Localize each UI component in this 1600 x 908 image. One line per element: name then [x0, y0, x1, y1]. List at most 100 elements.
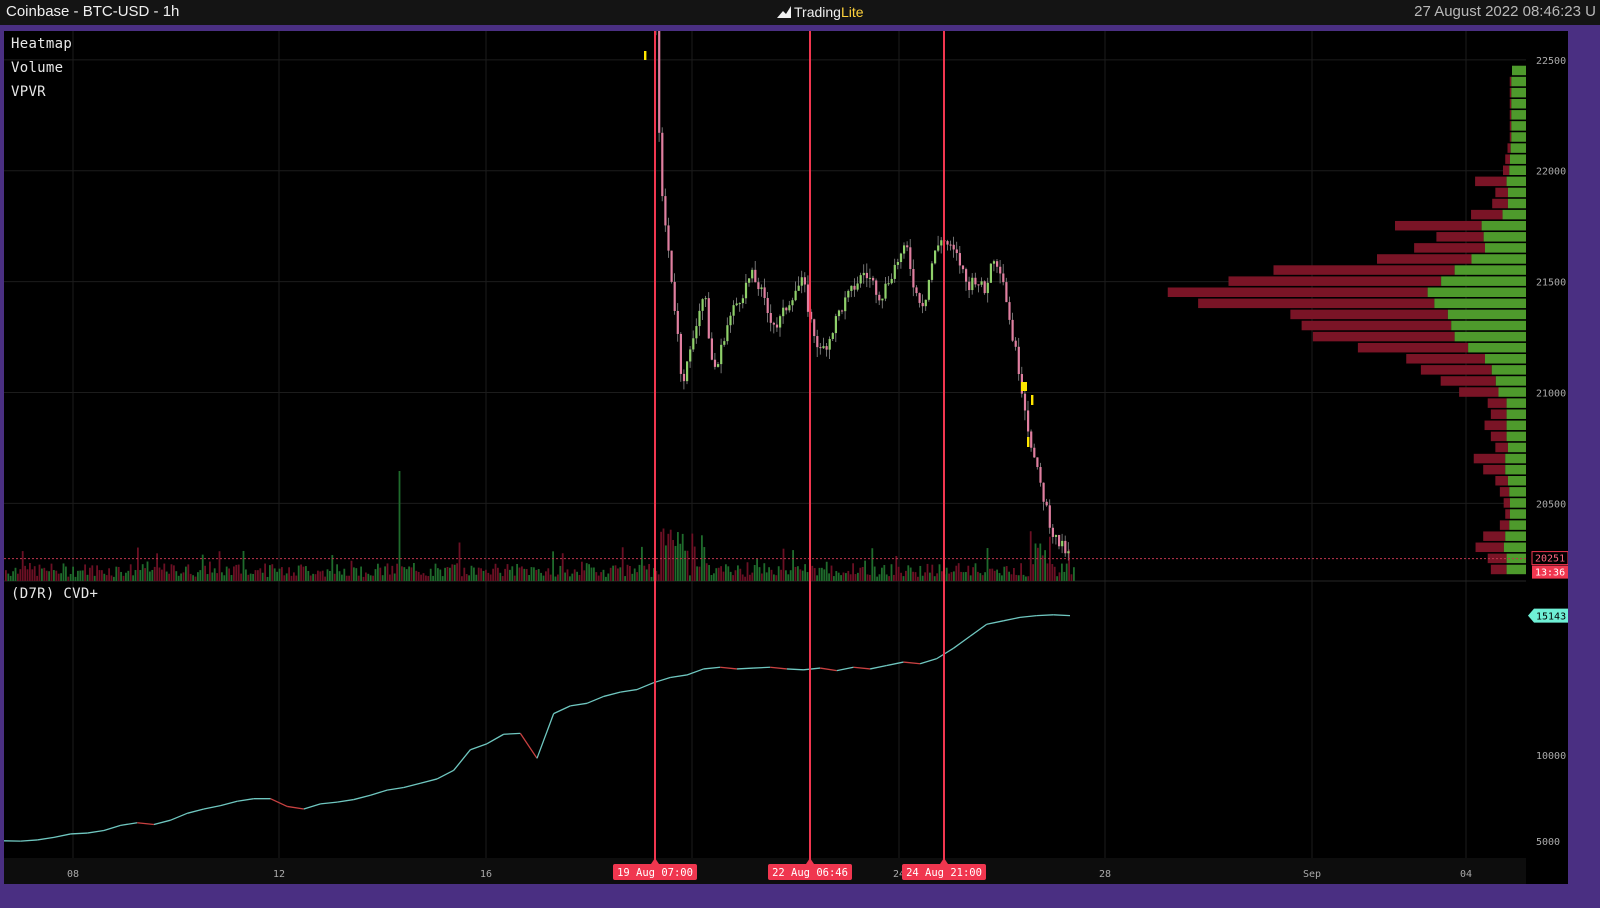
- event-marker-tag[interactable]: [613, 864, 697, 880]
- volume-bar: [192, 575, 194, 581]
- volume-bar: [653, 568, 655, 581]
- candle-body: [679, 333, 682, 374]
- countdown-tag: [1532, 565, 1568, 579]
- cvd-last-value-tag: [1528, 608, 1568, 623]
- volume-bar: [211, 572, 214, 581]
- volume-bar: [991, 568, 994, 581]
- volume-bar: [74, 576, 77, 581]
- volume-bar: [957, 563, 960, 581]
- vpvr-sell-bar: [1509, 76, 1512, 87]
- volume-bar: [926, 563, 929, 581]
- volume-bar: [665, 545, 667, 581]
- volume-bar: [230, 575, 233, 581]
- volume-bar: [840, 575, 842, 581]
- volume-bar: [381, 575, 384, 581]
- candle-body: [841, 310, 844, 312]
- cvd-line-segment: [503, 732, 521, 735]
- volume-bar: [873, 566, 876, 581]
- volume-bar: [720, 566, 722, 581]
- volume-bar: [281, 567, 283, 581]
- event-marker-tag[interactable]: [902, 864, 986, 880]
- volume-bar: [953, 571, 955, 581]
- volume-bar: [854, 574, 857, 581]
- volume-bar: [81, 570, 84, 581]
- volume-bar: [641, 546, 643, 581]
- volume-bar: [223, 575, 226, 581]
- volume-bar: [1046, 563, 1049, 581]
- volume-bar: [103, 573, 106, 581]
- candle-body: [992, 261, 996, 264]
- cvd-line-segment: [986, 620, 1004, 625]
- vpvr-label[interactable]: VPVR: [11, 84, 46, 100]
- candle-body: [1030, 431, 1033, 448]
- volume-bar: [149, 571, 151, 581]
- candle-body: [834, 316, 837, 334]
- candle-body: [918, 293, 921, 303]
- volume-bar: [221, 572, 223, 581]
- volume-bar: [446, 567, 449, 581]
- vpvr-buy-bar: [1509, 165, 1526, 176]
- volume-bar: [441, 576, 444, 581]
- chart-title: Coinbase - BTC-USD - 1h: [6, 3, 180, 20]
- event-marker-tag[interactable]: [768, 864, 852, 880]
- vpvr-buy-bar: [1491, 365, 1526, 375]
- volume-bar: [861, 566, 864, 581]
- volume-bar: [864, 560, 866, 581]
- volume-bar: [1063, 571, 1066, 581]
- volume-bar: [1001, 575, 1003, 581]
- cvd-line-segment: [370, 789, 388, 796]
- volume-bar: [506, 564, 509, 581]
- app-logo: TradingLite: [776, 4, 864, 20]
- volume-bar: [189, 573, 192, 581]
- volume-bar: [60, 573, 62, 581]
- volume-bar: [633, 568, 636, 581]
- heatmap-label[interactable]: Heatmap: [11, 36, 73, 52]
- candle-body: [847, 290, 850, 298]
- volume-bar: [163, 563, 166, 581]
- volume-bar: [180, 573, 182, 581]
- volume-bar: [816, 575, 818, 581]
- volume-bar: [511, 566, 514, 581]
- vpvr-buy-bar: [1498, 387, 1526, 397]
- candle-body: [896, 262, 899, 265]
- candle-body: [915, 287, 918, 294]
- volume-bar: [89, 567, 91, 581]
- volume-label[interactable]: Volume: [11, 60, 64, 76]
- event-marker-arrow: [651, 858, 659, 864]
- cvd-line-segment: [536, 713, 555, 759]
- vpvr-sell-bar: [1503, 165, 1510, 176]
- volume-bar: [307, 570, 310, 581]
- volume-bar: [156, 553, 158, 581]
- volume-bar: [600, 572, 602, 581]
- candle-body: [853, 285, 856, 290]
- vpvr-sell-bar: [1509, 132, 1512, 142]
- volume-bar: [367, 573, 370, 581]
- vpvr-buy-bar: [1454, 331, 1526, 342]
- volume-bar: [302, 566, 305, 581]
- cvd-indicator-label[interactable]: (D7R) CVD+: [11, 586, 99, 602]
- volume-bar: [765, 572, 768, 581]
- vpvr-sell-bar: [1492, 198, 1508, 209]
- heatmap-blip: [1031, 395, 1034, 405]
- candle-body: [1036, 457, 1039, 468]
- volume-bar: [917, 576, 919, 581]
- volume-bar: [185, 566, 187, 581]
- volume-bar: [835, 571, 838, 581]
- cvd-line-segment: [87, 829, 105, 834]
- volume-bar: [1058, 572, 1061, 581]
- volume-bar: [672, 539, 674, 581]
- volume-bar: [1015, 574, 1018, 581]
- cvd-line-segment: [470, 743, 488, 751]
- volume-bar: [458, 542, 461, 581]
- price-tick-label: 21000: [1536, 388, 1566, 399]
- candle-body: [782, 307, 785, 317]
- volume-bar: [297, 565, 300, 581]
- chart-area[interactable]: 22500 22000 21500 21000 20500 10000 5000 08 12 16…: [4, 31, 1568, 884]
- candle-body: [1042, 482, 1045, 502]
- volume-bar: [319, 571, 322, 581]
- cvd-last-value: 15143: [1536, 612, 1566, 623]
- volume-bar: [746, 562, 749, 581]
- volume-bar: [144, 568, 146, 581]
- volume-bar: [545, 571, 547, 581]
- candle-body: [695, 326, 698, 339]
